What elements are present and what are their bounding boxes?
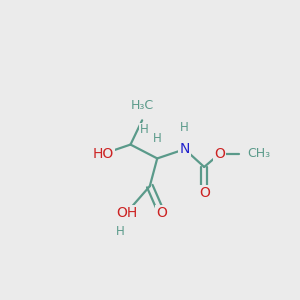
Text: H: H: [180, 121, 189, 134]
Text: CH₃: CH₃: [247, 147, 270, 160]
Text: H: H: [116, 225, 125, 239]
Text: N: N: [179, 142, 190, 156]
Text: O: O: [214, 147, 225, 161]
Text: H: H: [140, 124, 148, 136]
Text: O: O: [199, 186, 210, 200]
Text: HO: HO: [93, 147, 114, 161]
Text: O: O: [156, 206, 167, 220]
Text: OH: OH: [116, 206, 137, 220]
Text: H₃C: H₃C: [130, 99, 154, 112]
Text: H: H: [153, 132, 162, 145]
